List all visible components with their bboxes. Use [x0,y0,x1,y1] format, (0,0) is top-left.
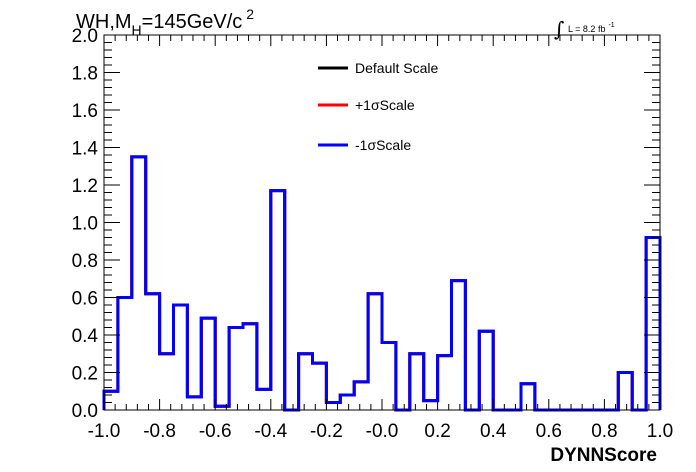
legend: Default Scale +1σScale -1σScale [318,60,438,153]
lumi-superscript: -1 [608,22,614,29]
y-tick-label: 0.2 [72,364,98,385]
y-tick-label: 0.0 [72,401,98,422]
y-tick-label: 1.2 [72,176,98,197]
tick-labels-layer: -1.0 -0.8 -0.6 -0.4 -0.2 -0.0 0.2 0.4 0.6 0.8 1.0 0… [72,26,674,442]
y-tick-label: 1.6 [72,101,98,122]
x-tick-label: -0.4 [254,421,287,442]
series-layer [102,155,662,412]
ticks-layer [103,34,661,411]
x-tick-label: -0.2 [310,421,343,442]
y-tick-label: 0.6 [72,289,98,310]
x-tick-label: -1.0 [88,421,121,442]
lumi-text: L = 8.2 fb [568,24,605,34]
x-tick-label: 0.8 [591,421,617,442]
lumi-integral-symbol: ∫ [554,17,564,41]
lumi-label: L = 8.2 fb -1 [568,22,615,34]
y-tick-label: 0.8 [72,251,98,272]
title-subscript: H [132,22,142,38]
x-tick-label: 1.0 [647,421,673,442]
legend-label: +1σScale [355,97,415,113]
legend-label: -1σScale [355,137,411,153]
x-tick-label: -0.0 [366,421,399,442]
legend-label: Default Scale [355,60,438,76]
y-tick-label: 2.0 [72,26,98,47]
x-axis-label: DYNNScore [550,445,657,466]
title-value: =145GeV/c [142,11,243,33]
chart-title: WH,MH=145GeV/c 2 [76,6,254,38]
title-superscript: 2 [246,6,254,22]
y-tick-label: 1.4 [72,139,99,160]
x-tick-label: -0.6 [199,421,232,442]
y-tick-label: 1.0 [72,214,98,235]
series-line-2 [102,155,662,412]
x-tick-label: 0.2 [424,421,450,442]
x-tick-label: -0.8 [143,421,176,442]
x-tick-label: 0.6 [536,421,562,442]
y-tick-label: 1.8 [72,64,98,85]
title-prefix: WH,M [76,11,132,33]
y-tick-label: 0.4 [72,326,99,347]
x-tick-label: 0.4 [480,421,507,442]
